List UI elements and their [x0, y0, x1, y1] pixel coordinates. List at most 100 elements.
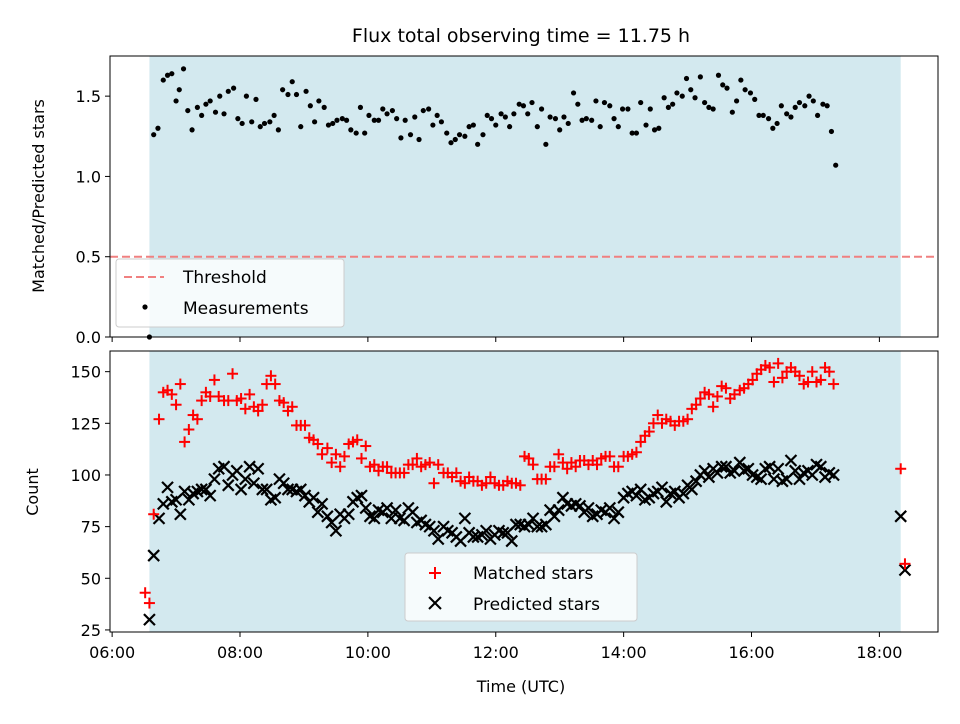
predicted-star-marker	[784, 454, 798, 467]
predicted-marker-stroke	[230, 464, 244, 478]
measurement-point	[321, 104, 327, 110]
legend-threshold-label: Threshold	[182, 268, 267, 288]
predicted-star-marker	[479, 524, 493, 538]
measurement-point	[511, 111, 517, 117]
measurement-point	[420, 107, 426, 114]
matched-star-marker	[548, 461, 560, 473]
matched-star-marker	[747, 374, 759, 386]
predicted-marker-stroke	[222, 479, 235, 492]
matched-star-marker	[776, 372, 788, 384]
matched-star-marker	[895, 463, 907, 475]
measurement-point	[203, 101, 209, 107]
measurement-point	[756, 112, 762, 119]
measurement-point	[625, 106, 631, 112]
measurement-point	[448, 140, 454, 146]
matched-star-marker	[338, 450, 350, 462]
matched-star-marker	[652, 409, 664, 421]
predicted-marker-stroke	[342, 507, 355, 521]
predicted-star-marker	[251, 462, 265, 476]
predicted-marker-stroke	[655, 481, 669, 494]
matched-star-markers	[139, 357, 911, 609]
measurement-point	[552, 116, 559, 122]
matched-star-marker	[540, 473, 552, 485]
y-tick-label: 1.5	[76, 87, 101, 106]
measurement-point	[670, 101, 676, 107]
measurement-point	[257, 124, 263, 130]
matched-star-marker	[360, 440, 372, 452]
measurement-point	[151, 132, 157, 138]
matched-star-marker	[815, 374, 827, 386]
measurement-point	[231, 85, 237, 91]
measurement-point	[330, 120, 336, 127]
predicted-marker-stroke	[548, 510, 561, 523]
predicted-star-marker	[715, 460, 728, 473]
measurement-point	[738, 77, 744, 83]
predicted-marker-stroke	[427, 524, 441, 538]
measurement-point	[267, 119, 273, 125]
bottom-y-ticks: 25 50 75 100 125 150	[70, 363, 110, 640]
matched-star-marker	[139, 587, 151, 599]
matched-star-marker	[604, 450, 616, 462]
predicted-marker-stroke	[161, 481, 174, 494]
matched-star-marker	[316, 448, 328, 460]
measurement-point	[434, 112, 440, 119]
measurement-point	[221, 111, 227, 117]
bottom-panel: 25 50 75 100 125 150 06:00 08:00 10:00 12:00 14:0…	[23, 350, 939, 696]
measurement-point	[416, 136, 422, 143]
y-tick-label: 75	[81, 518, 101, 537]
predicted-star-marker	[655, 481, 669, 494]
measurement-point	[334, 117, 340, 123]
measurement-point	[688, 87, 694, 93]
measurement-point	[289, 79, 295, 85]
measurement-point	[185, 107, 191, 114]
chart-title: Flux total observing time = 11.75 h	[352, 25, 690, 47]
matched-star-marker	[256, 399, 268, 411]
measurement-point	[466, 124, 472, 130]
predicted-star-marker	[256, 483, 269, 496]
measurement-point	[316, 98, 322, 104]
predicted-marker-stroke	[659, 495, 673, 509]
predicted-marker-stroke	[234, 483, 248, 496]
matched-star-marker	[278, 397, 290, 409]
predicted-marker-stroke	[268, 491, 282, 504]
measurement-point	[271, 112, 277, 119]
predicted-star-marker	[195, 483, 208, 496]
predicted-marker-stroke	[569, 497, 582, 511]
predicted-marker-stroke	[594, 503, 608, 517]
predicted-star-marker	[239, 472, 252, 486]
predicted-marker-stroke	[814, 460, 828, 473]
measurement-point	[261, 120, 268, 127]
measurement-point	[615, 124, 621, 130]
measurement-point	[357, 104, 364, 110]
predicted-marker-stroke	[315, 497, 329, 511]
matched-star-marker	[321, 442, 333, 454]
matched-star-marker	[428, 477, 440, 489]
predicted-marker-stroke	[607, 512, 621, 525]
predicted-marker-stroke	[894, 510, 907, 523]
measurement-point	[452, 136, 458, 143]
measurement-point	[778, 103, 784, 109]
matched-star-marker	[635, 436, 647, 448]
matched-star-marker	[459, 477, 471, 489]
measurement-point	[629, 130, 635, 136]
matched-star-marker	[899, 558, 911, 570]
measurement-point	[438, 119, 445, 125]
matched-star-marker	[166, 388, 178, 400]
measurement-point	[742, 87, 748, 93]
predicted-star-marker	[719, 460, 733, 473]
measurement-point	[747, 90, 754, 96]
predicted-marker-stroke	[247, 476, 261, 490]
bottom-plot-frame	[109, 350, 939, 633]
predicted-star-marker	[368, 512, 381, 525]
top-panel: 0.0 0.5 1.0 1.5 Matched/Predicted stars Thr…	[29, 55, 939, 347]
top-y-ticks: 0.0 0.5 1.0 1.5	[76, 87, 110, 347]
measurement-point	[225, 88, 231, 94]
measurement-point	[444, 130, 450, 136]
predicted-star-marker	[505, 534, 519, 548]
predicted-star-marker	[603, 501, 617, 515]
y-tick-label: 100	[70, 466, 101, 485]
predicted-marker-stroke	[363, 510, 377, 523]
matched-star-marker	[570, 461, 582, 473]
matched-star-marker	[682, 413, 694, 425]
y-tick-label: 0.0	[76, 328, 101, 347]
